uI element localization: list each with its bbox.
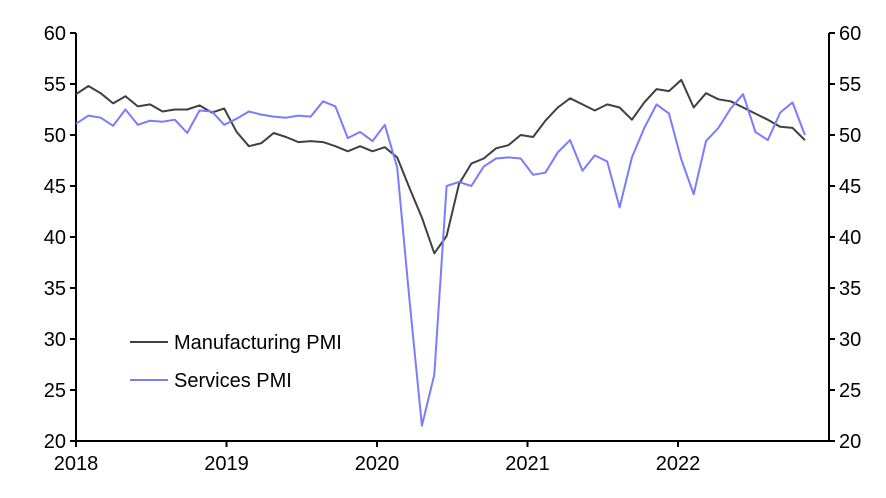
y-tick-label-right: 20 [839,431,861,453]
y-tick-label-right: 40 [839,227,861,249]
y-tick-label-left: 35 [44,278,66,300]
y-tick-label-right: 50 [839,125,861,147]
y-tick-label-left: 55 [44,74,66,96]
y-tick-label-right: 35 [839,278,861,300]
y-tick-label-right: 45 [839,176,861,198]
y-tick-label-left: 45 [44,176,66,198]
y-tick-label-left: 30 [44,329,66,351]
x-tick-label: 2018 [54,453,99,475]
y-tick-label-left: 60 [44,23,66,45]
y-tick-label-left: 40 [44,227,66,249]
y-tick-label-right: 30 [839,329,861,351]
series-lines [75,78,806,427]
legend-label-manufacturing: Manufacturing PMI [174,332,342,354]
y-tick-label-left: 50 [44,125,66,147]
y-tick-label-right: 60 [839,23,861,45]
y-tick-label-right: 25 [839,380,861,402]
services-pmi-line [75,93,806,427]
y-tick-label-left: 25 [44,380,66,402]
x-tick-label: 2020 [355,453,400,475]
legend: Manufacturing PMI Services PMI [130,332,342,392]
y-tick-label-right: 55 [839,74,861,96]
x-tick-label: 2021 [505,453,550,475]
legend-label-services: Services PMI [174,370,292,392]
y-tick-label-left: 20 [44,431,66,453]
x-tick-label: 2019 [204,453,249,475]
manufacturing-pmi-line [75,78,806,255]
x-tick-label: 2022 [656,453,701,475]
